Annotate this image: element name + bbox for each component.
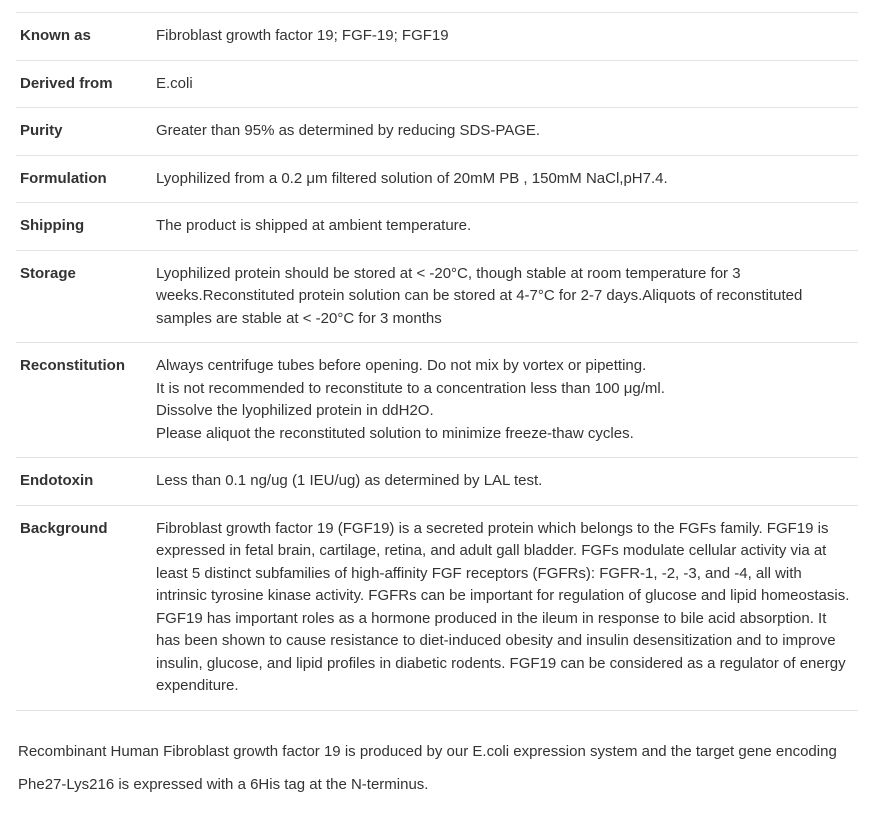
table-row: ReconstitutionAlways centrifuge tubes be…: [16, 343, 858, 458]
spec-value: Greater than 95% as determined by reduci…: [156, 108, 858, 156]
spec-value: Fibroblast growth factor 19; FGF-19; FGF…: [156, 13, 858, 61]
spec-label: Reconstitution: [16, 343, 156, 458]
spec-table-body: Known asFibroblast growth factor 19; FGF…: [16, 13, 858, 711]
spec-value: Less than 0.1 ng/ug (1 IEU/ug) as determ…: [156, 458, 858, 506]
spec-value: E.coli: [156, 60, 858, 108]
spec-value-line: It is not recommended to reconstitute to…: [156, 378, 850, 401]
table-row: PurityGreater than 95% as determined by …: [16, 108, 858, 156]
spec-value-line: Lyophilized from a 0.2 μm filtered solut…: [156, 168, 850, 191]
table-row: ShippingThe product is shipped at ambien…: [16, 203, 858, 251]
footer-description: Recombinant Human Fibroblast growth fact…: [16, 735, 858, 801]
table-row: FormulationLyophilized from a 0.2 μm fil…: [16, 155, 858, 203]
spec-table: Known asFibroblast growth factor 19; FGF…: [16, 12, 858, 711]
table-row: BackgroundFibroblast growth factor 19 (F…: [16, 505, 858, 710]
spec-value-line: Fibroblast growth factor 19; FGF-19; FGF…: [156, 25, 850, 48]
table-row: EndotoxinLess than 0.1 ng/ug (1 IEU/ug) …: [16, 458, 858, 506]
spec-value-line: Less than 0.1 ng/ug (1 IEU/ug) as determ…: [156, 470, 850, 493]
spec-value-line: Fibroblast growth factor 19 (FGF19) is a…: [156, 518, 850, 698]
spec-value: Fibroblast growth factor 19 (FGF19) is a…: [156, 505, 858, 710]
spec-value-line: The product is shipped at ambient temper…: [156, 215, 850, 238]
spec-label: Endotoxin: [16, 458, 156, 506]
spec-value-line: Always centrifuge tubes before opening. …: [156, 355, 850, 378]
table-row: Derived fromE.coli: [16, 60, 858, 108]
spec-label: Background: [16, 505, 156, 710]
spec-label: Derived from: [16, 60, 156, 108]
spec-value-line: E.coli: [156, 73, 850, 96]
spec-value: Lyophilized protein should be stored at …: [156, 250, 858, 343]
spec-label: Purity: [16, 108, 156, 156]
spec-value-line: Lyophilized protein should be stored at …: [156, 263, 850, 331]
spec-value-line: Greater than 95% as determined by reduci…: [156, 120, 850, 143]
spec-value: Always centrifuge tubes before opening. …: [156, 343, 858, 458]
spec-label: Storage: [16, 250, 156, 343]
table-row: StorageLyophilized protein should be sto…: [16, 250, 858, 343]
spec-label: Known as: [16, 13, 156, 61]
spec-value: The product is shipped at ambient temper…: [156, 203, 858, 251]
spec-value-line: Dissolve the lyophilized protein in ddH2…: [156, 400, 850, 423]
spec-value: Lyophilized from a 0.2 μm filtered solut…: [156, 155, 858, 203]
spec-label: Formulation: [16, 155, 156, 203]
spec-value-line: Please aliquot the reconstituted solutio…: [156, 423, 850, 446]
table-row: Known asFibroblast growth factor 19; FGF…: [16, 13, 858, 61]
spec-label: Shipping: [16, 203, 156, 251]
